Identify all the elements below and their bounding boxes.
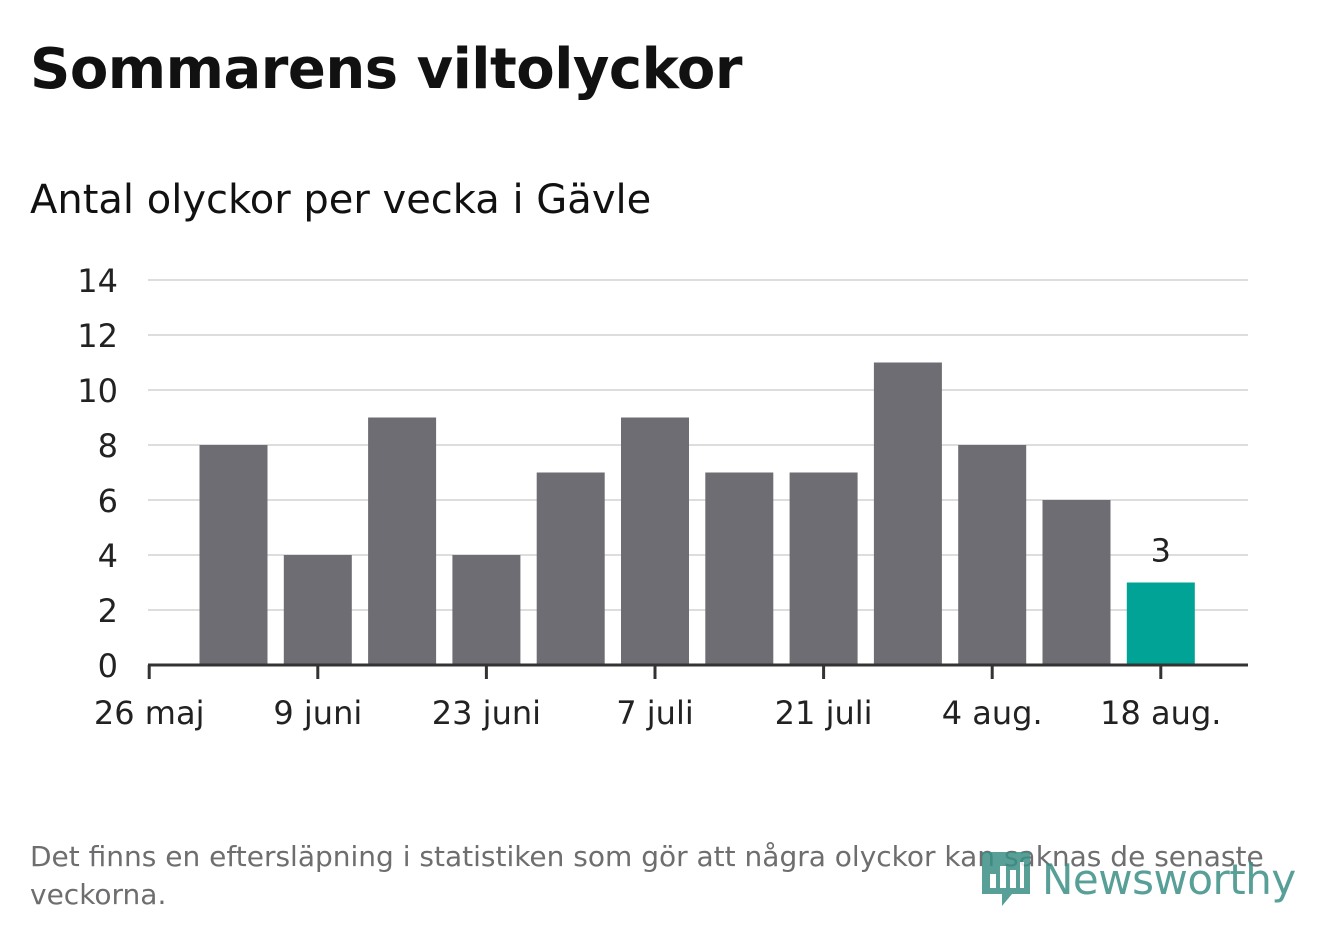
y-tick-label: 4 xyxy=(98,537,118,575)
bar xyxy=(621,417,689,665)
y-tick-label: 6 xyxy=(98,482,118,520)
y-tick-label: 2 xyxy=(98,592,118,630)
chart-subtitle: Antal olyckor per vecka i Gävle xyxy=(30,177,652,223)
bar xyxy=(199,445,268,665)
x-tick-label: 23 juni xyxy=(432,694,541,732)
bar xyxy=(1042,500,1111,665)
bar xyxy=(368,417,437,665)
footnote: Det finns en eftersläpning i statistiken… xyxy=(30,840,1264,911)
bar-chart: 0 2 4 6 8 10 12 14 3 26 maj 9 juni 23 juni 7 juli 21 … xyxy=(77,262,1248,732)
y-tick-label: 14 xyxy=(77,262,118,300)
chart-title: Sommarens viltolyckor xyxy=(30,37,742,102)
y-tick-label: 0 xyxy=(98,647,118,685)
y-tick-label: 12 xyxy=(77,317,118,355)
x-tick-label: 26 maj xyxy=(94,694,205,732)
bar xyxy=(283,555,352,665)
x-tick-label: 9 juni xyxy=(273,694,362,732)
brand-logo: Newsworthy xyxy=(978,846,1298,912)
bar-highlight xyxy=(1126,582,1195,665)
bar xyxy=(958,445,1027,665)
bar xyxy=(873,362,942,665)
bar xyxy=(705,472,774,665)
newsworthy-logo-icon xyxy=(982,852,1030,906)
x-tick-label: 21 juli xyxy=(775,694,873,732)
x-tick-label: 7 juli xyxy=(616,694,693,732)
bar xyxy=(536,472,605,665)
brand-name: Newsworthy xyxy=(1042,854,1296,904)
y-tick-label: 10 xyxy=(77,372,118,410)
x-tick-label: 4 aug. xyxy=(942,694,1043,732)
bar xyxy=(452,555,521,665)
x-tick-label: 18 aug. xyxy=(1100,694,1221,732)
y-tick-label: 8 xyxy=(98,427,118,465)
bar xyxy=(789,472,858,665)
data-label: 3 xyxy=(1151,532,1171,570)
